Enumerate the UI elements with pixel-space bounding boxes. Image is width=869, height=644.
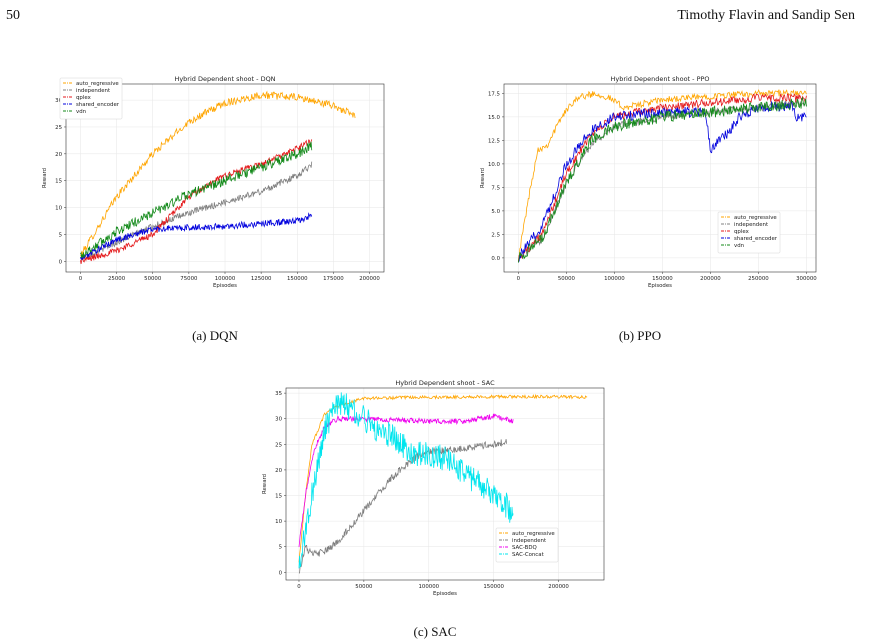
x-tick-label: 75000 [180,276,198,282]
legend-box [59,77,123,120]
legend-entry: shared_encoder [76,102,120,108]
plot-frame [503,83,817,273]
legend-entry: shared_encoder [734,236,778,242]
x-tick-label: 175000 [323,276,344,282]
legend-entry: qplex [734,229,750,235]
series-line-vdn [80,141,313,259]
series-line-vdn [518,96,807,263]
series-line-independent [298,439,508,574]
legend-entry: SAC-Concat [512,552,544,558]
y-tick-label: 2.5 [491,232,500,238]
legend: auto_regressiveindependentqplexshared_en… [59,77,123,120]
figure-sac: Hybrid Dependent shoot - SAC 0 50000 100000… [258,376,608,601]
chart-title: Hybrid Dependent shoot - DQN [174,75,275,83]
y-tick-label: 25 [275,442,282,448]
legend-entry: independent [76,88,110,94]
legend-entry: auto_regressive [734,215,777,221]
legend-entry: vdn [76,109,86,115]
y-tick-label: 12.5 [488,138,500,144]
legend-entry: vdn [734,243,744,249]
x-tick-label: 50000 [558,276,576,282]
x-tick-label: 200000 [700,276,721,282]
legend-entry: auto_regressive [512,531,555,537]
y-axis-label: Reward [42,168,48,188]
x-tick-label: 150000 [483,584,504,590]
x-tick-label: 100000 [604,276,625,282]
y-tick-label: 20 [275,468,282,474]
series-line-independent [80,161,313,262]
y-tick-label: 7.5 [491,185,500,191]
x-tick-label: 200000 [548,584,569,590]
y-tick-label: 0.0 [491,256,500,262]
series-line-sac-bdq [298,413,514,548]
y-tick-label: 10 [55,206,62,212]
caption-dqn: (a) DQN [192,328,238,343]
series-line-sac-concat [298,392,514,569]
x-axis-label: Episodes [213,283,237,289]
figure-ppo: Hybrid Dependent shoot - PPO 0 50000 100000… [470,72,820,292]
x-tick-label: 300000 [796,276,817,282]
series-line-auto-regressive [80,90,356,257]
plot-ppo: Hybrid Dependent shoot - PPO 0 50000 100000… [480,75,817,289]
figure-dqn: Hybrid Dependent shoot - DQN 0 25000 50000 7… [38,72,388,292]
y-tick-label: 15.0 [488,115,501,121]
x-tick-label: 125000 [251,276,272,282]
chart-title: Hybrid Dependent shoot - SAC [395,379,495,387]
y-axis-label: Reward [262,474,268,494]
caption-sac: (c) SAC [413,624,457,639]
x-axis-label: Episodes [648,283,672,289]
legend-entry: auto_regressive [76,81,119,87]
series-line-qplex [518,93,807,262]
legend-box [717,211,781,254]
series-line-shared-encoder [80,212,313,261]
x-tick-label: 150000 [652,276,673,282]
x-tick-label: 100000 [418,584,439,590]
x-tick-label: 50000 [355,584,373,590]
legend-entry: qplex [76,95,92,101]
legend: auto_regressiveindependentSAC-BDQSAC-Con… [495,527,559,563]
x-tick-label: 0 [297,584,301,590]
legend-entry: independent [512,538,546,544]
legend: auto_regressiveindependentqplexshared_en… [717,211,781,254]
plot-dqn: Hybrid Dependent shoot - DQN 0 25000 50000 7… [42,75,385,289]
y-tick-label: 35 [275,391,282,397]
y-tick-label: 17.5 [488,91,500,97]
caption-ppo: (b) PPO [618,328,662,343]
y-tick-label: 10.0 [488,162,501,168]
y-tick-label: 15 [55,179,62,185]
series-line-auto-regressive [518,89,807,262]
x-tick-label: 100000 [215,276,236,282]
y-axis-label: Reward [480,168,486,188]
x-tick-label: 0 [517,276,521,282]
page-number: 50 [6,8,20,23]
legend-box [495,527,559,563]
running-head: Timothy Flavin and Sandip Sen [677,8,855,23]
y-tick-label: 5 [59,232,62,238]
x-tick-label: 0 [79,276,83,282]
y-tick-label: 0 [59,259,63,265]
y-tick-label: 25 [55,125,62,131]
x-axis-label: Episodes [433,591,457,597]
x-tick-label: 200000 [359,276,380,282]
y-tick-label: 5.0 [491,209,500,215]
y-tick-label: 5 [279,545,282,551]
x-tick-label: 25000 [108,276,126,282]
legend-entry: independent [734,222,768,228]
plot-frame [65,83,385,273]
chart-title: Hybrid Dependent shoot - PPO [610,75,709,83]
y-tick-label: 30 [55,98,62,104]
x-tick-label: 250000 [748,276,769,282]
y-tick-label: 30 [275,417,282,423]
plot-frame [285,387,605,581]
y-tick-label: 0 [279,570,283,576]
y-tick-label: 20 [55,152,62,158]
x-tick-label: 150000 [287,276,308,282]
plot-sac: Hybrid Dependent shoot - SAC 0 50000 100000… [262,379,605,597]
legend-entry: SAC-BDQ [512,545,537,551]
y-tick-label: 10 [275,519,282,525]
x-tick-label: 50000 [144,276,162,282]
y-tick-label: 15 [275,494,282,500]
